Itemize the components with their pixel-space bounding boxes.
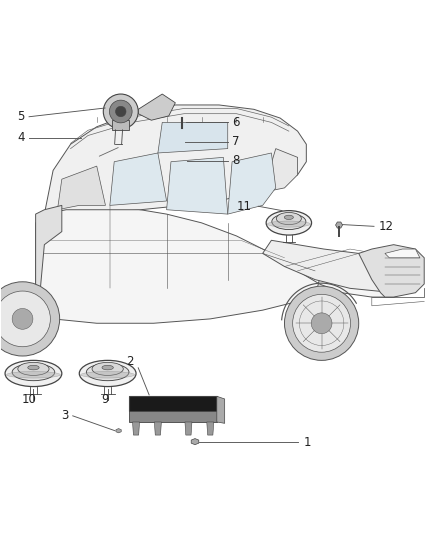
Ellipse shape — [284, 215, 293, 220]
Polygon shape — [178, 116, 185, 120]
FancyBboxPatch shape — [130, 396, 217, 411]
Ellipse shape — [81, 372, 134, 378]
Ellipse shape — [272, 214, 306, 230]
Polygon shape — [154, 422, 161, 435]
Ellipse shape — [267, 221, 311, 227]
Text: 6: 6 — [232, 116, 240, 129]
Ellipse shape — [86, 364, 129, 381]
FancyBboxPatch shape — [112, 120, 130, 130]
Polygon shape — [359, 245, 424, 297]
Ellipse shape — [12, 364, 55, 381]
Polygon shape — [217, 396, 225, 423]
Polygon shape — [177, 157, 187, 164]
FancyBboxPatch shape — [130, 411, 217, 422]
Ellipse shape — [7, 372, 60, 378]
Polygon shape — [263, 149, 297, 192]
Circle shape — [285, 286, 359, 360]
Circle shape — [293, 294, 350, 352]
Polygon shape — [385, 249, 420, 258]
Ellipse shape — [266, 211, 311, 235]
Polygon shape — [44, 105, 306, 214]
Ellipse shape — [28, 365, 39, 370]
Polygon shape — [35, 205, 416, 323]
Polygon shape — [138, 94, 175, 120]
Ellipse shape — [5, 360, 62, 386]
Text: 5: 5 — [18, 110, 25, 123]
Polygon shape — [228, 153, 276, 214]
Ellipse shape — [18, 362, 49, 375]
Circle shape — [0, 291, 50, 347]
Circle shape — [0, 282, 60, 356]
Polygon shape — [336, 222, 343, 228]
Polygon shape — [116, 429, 121, 433]
Text: 1: 1 — [304, 435, 312, 448]
Polygon shape — [133, 422, 140, 435]
Circle shape — [110, 100, 132, 123]
Text: 3: 3 — [61, 409, 68, 422]
Ellipse shape — [79, 360, 136, 386]
Text: 12: 12 — [378, 220, 393, 233]
Ellipse shape — [102, 365, 113, 370]
Circle shape — [12, 309, 33, 329]
Polygon shape — [110, 153, 166, 205]
Circle shape — [311, 313, 332, 334]
Polygon shape — [263, 240, 416, 293]
Text: 2: 2 — [126, 355, 134, 368]
Text: 10: 10 — [21, 393, 36, 406]
Polygon shape — [185, 422, 192, 435]
Polygon shape — [207, 422, 214, 435]
Polygon shape — [158, 123, 228, 153]
Ellipse shape — [276, 213, 301, 225]
Ellipse shape — [92, 362, 123, 375]
Polygon shape — [191, 439, 199, 445]
Circle shape — [116, 106, 126, 117]
Text: 9: 9 — [102, 393, 109, 406]
Polygon shape — [57, 166, 106, 210]
Circle shape — [103, 94, 138, 129]
Text: 11: 11 — [237, 200, 252, 213]
Text: 7: 7 — [232, 135, 240, 148]
Text: 8: 8 — [232, 155, 240, 167]
Text: 4: 4 — [17, 131, 25, 144]
Polygon shape — [166, 157, 228, 214]
Polygon shape — [35, 205, 62, 319]
Bar — [179, 139, 185, 144]
